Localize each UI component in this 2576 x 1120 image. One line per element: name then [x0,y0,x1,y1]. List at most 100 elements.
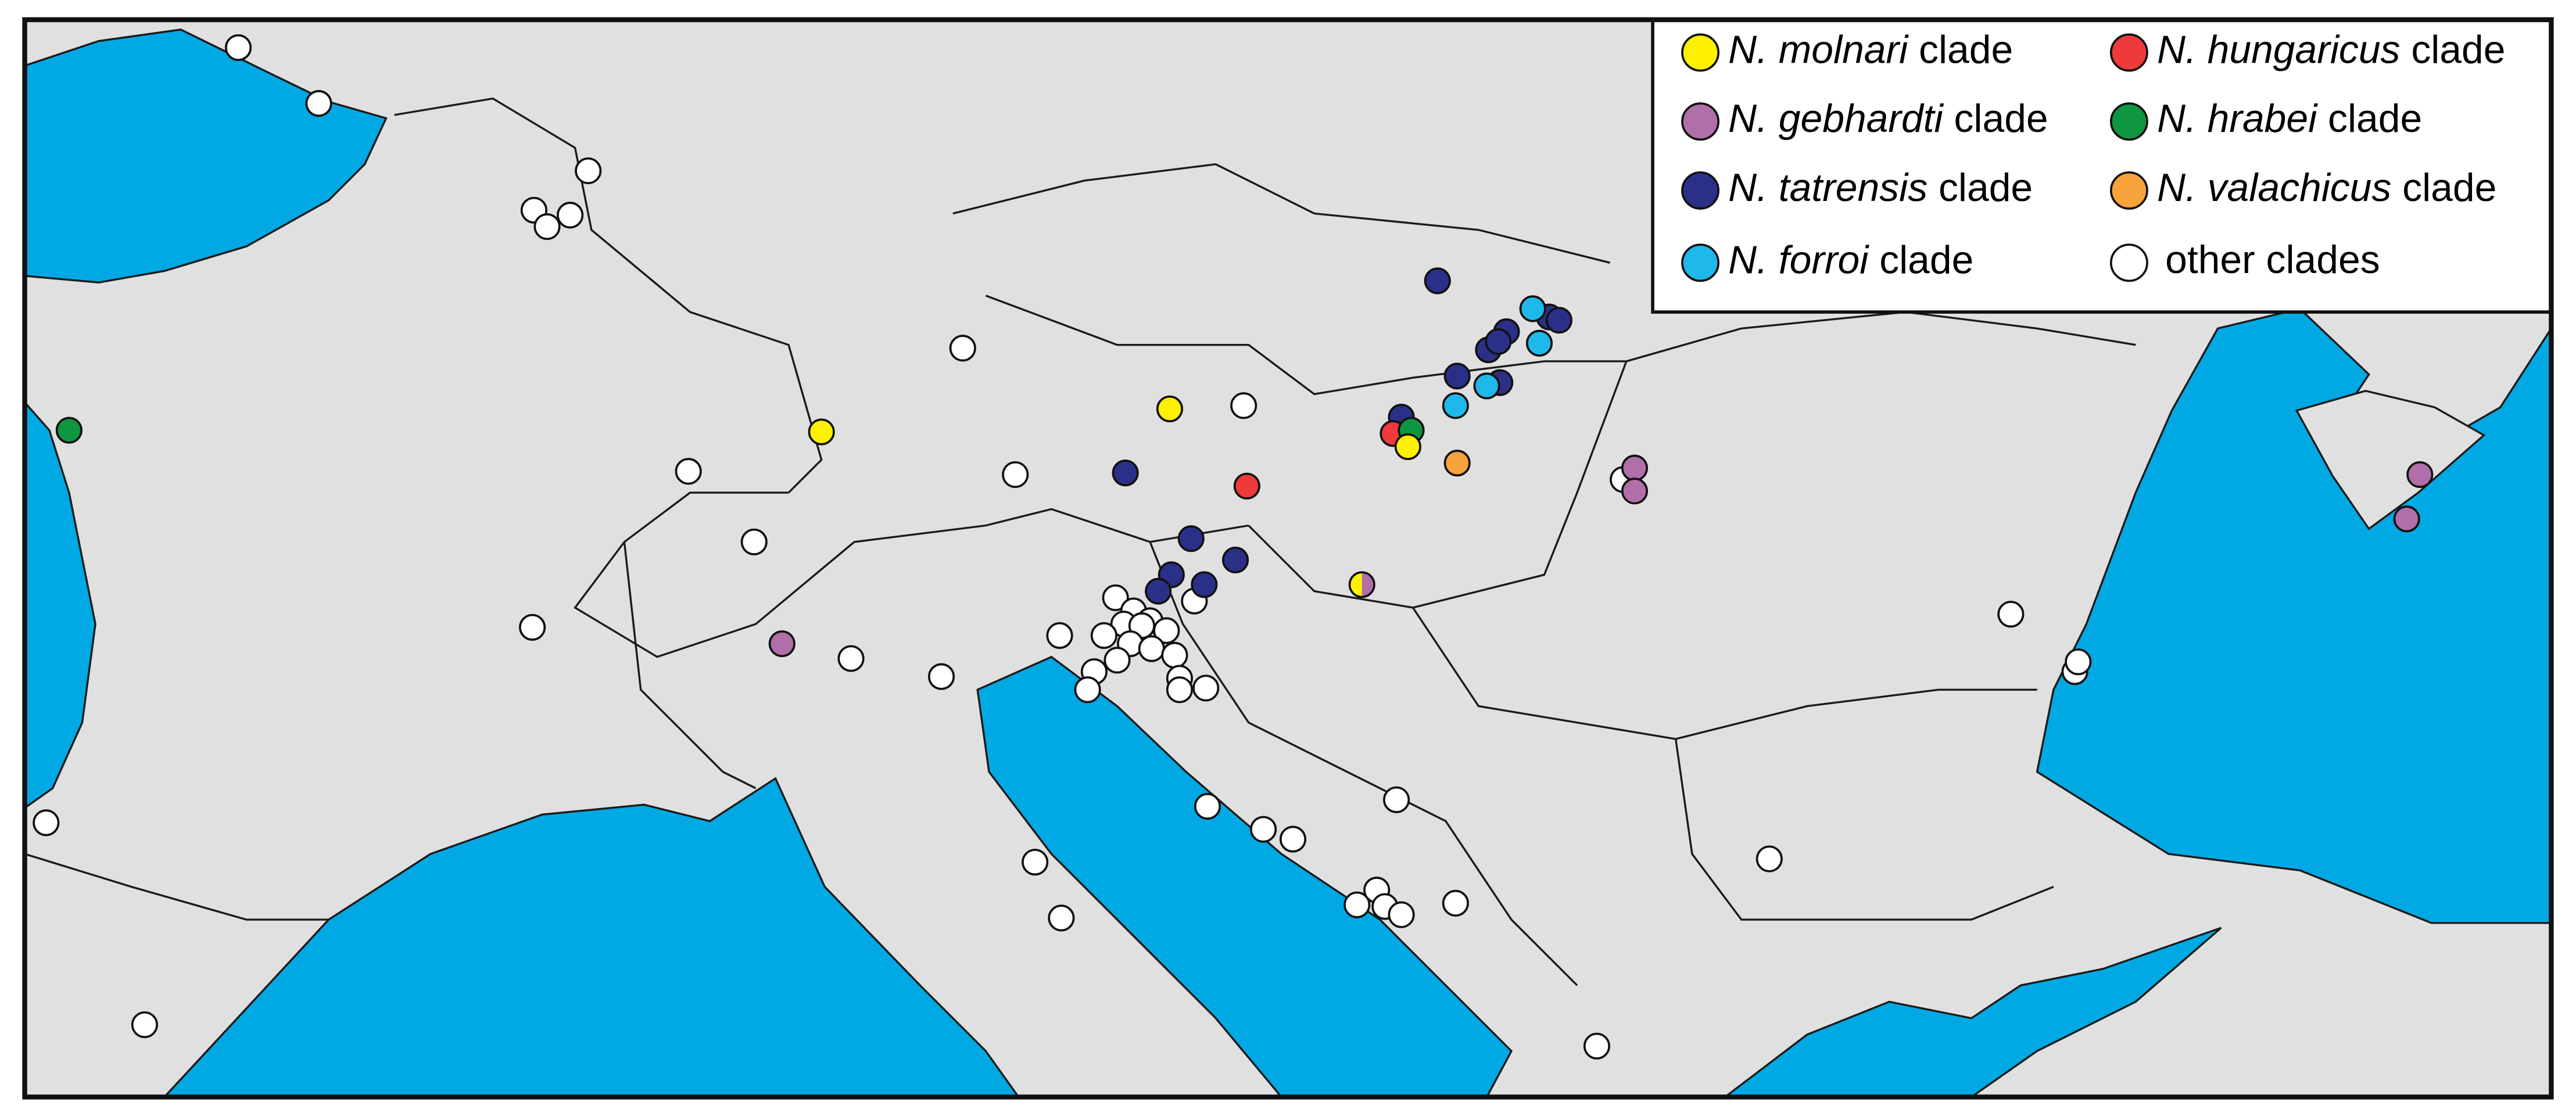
sample-point [1145,577,1172,605]
legend-suffix: clade [1939,166,2033,210]
sample-point [1279,825,1307,853]
sample-point [1104,647,1131,674]
legend-label: N. hungaricus clade [2157,28,2506,71]
frame [22,17,2554,1100]
sample-point [1194,793,1221,820]
sample-point [1383,786,1410,813]
sample-point [675,458,702,485]
sample-point [1153,617,1180,644]
sample-point [1102,584,1129,612]
sample-point [1485,328,1512,356]
sample-point [1177,525,1205,552]
sample-point [1221,546,1249,574]
legend-species: N. tatrensis [1728,166,1927,210]
sample-point [1394,433,1421,460]
sample-point [1583,1032,1611,1060]
legend-marker [2109,102,2148,141]
sample-point [1443,450,1471,477]
legend-species: N. gebhardti [1728,97,1944,141]
sample-point [1191,571,1218,598]
sample-point [2406,461,2434,489]
sample-point [519,613,546,641]
sample-point [1046,622,1073,649]
legend-marker [1681,102,1720,141]
borders [24,97,2136,986]
legend-marker [1681,33,1720,72]
legend-label: N. hrabei clade [2157,97,2422,141]
sample-point [927,663,955,690]
sample-point [1002,461,1029,489]
sample-point [1442,889,1469,917]
sample-point [740,528,768,555]
sample-point [1156,395,1183,422]
sample-point-half [1349,572,1362,597]
sample-point [1424,267,1451,295]
sample-points [33,34,2434,1060]
sample-point [768,630,796,658]
legend-label: N. gebhardti clade [1728,97,2048,141]
sample-point [1230,392,1257,419]
legend-label: N. valachicus clade [2157,166,2496,210]
sample-point [1545,307,1572,334]
legend-marker [2109,33,2148,72]
legend-label: N. tatrensis clade [1728,166,2033,210]
sample-point [1621,454,1649,482]
legend-species: N. valachicus [2157,166,2391,210]
sample-point [1138,635,1165,662]
legend-marker [2109,243,2148,282]
sample-point [55,417,83,444]
sample-point [2065,648,2092,676]
legend-box [1651,18,2553,314]
sample-point [1997,601,2025,628]
sample-point [1192,674,1220,702]
legend-suffix: clade [2411,28,2505,71]
sample-point [1233,472,1260,500]
legend-marker [2109,171,2148,210]
sample-point [225,34,252,62]
legend-species: N. hrabei [2157,97,2318,141]
sample-point [1250,816,1277,843]
legend-species: N. hungaricus [2157,28,2401,71]
sample-point [1755,845,1783,873]
sample-point [949,335,976,362]
sample-point [1525,329,1553,357]
sample-point [131,1011,158,1039]
legend-label: N. molnari clade [1728,28,2013,71]
sample-point [2393,505,2420,533]
sample-point [1443,362,1471,390]
legend-marker [1681,171,1720,210]
sample-point [1473,372,1500,400]
sample-point-outline [1348,571,1375,598]
sample-point [1621,478,1649,505]
sample-point [1074,676,1101,703]
legend-suffix: clade [1954,97,2048,141]
sample-point [837,645,865,672]
sample-point [1048,904,1075,932]
legend-suffix: clade [1919,28,2013,71]
legend-label: other clades [2165,238,2380,282]
sample-point [1166,676,1193,703]
sample-point [1519,295,1546,322]
sample-point [1022,849,1049,876]
sample-point [575,157,602,185]
legend-label: N. forroi clade [1728,238,1973,282]
sample-point [557,202,584,229]
sample-point [1343,891,1371,918]
sample-point-half [1362,572,1374,597]
sample-point [305,90,332,117]
sample-point [1161,641,1188,669]
sample-point [1090,622,1117,649]
legend-marker [1681,243,1720,282]
sample-point [1442,392,1469,419]
sample-point [808,418,835,446]
legend-suffix: clade [2328,97,2422,141]
legend-suffix: clade [2402,166,2496,210]
legend-species: N. molnari [1728,28,1909,71]
sample-point [33,809,60,837]
sample-point [533,213,561,240]
sample-point [1388,901,1415,928]
legend-suffix: clade [1879,238,1973,282]
sample-point [1112,460,1139,487]
